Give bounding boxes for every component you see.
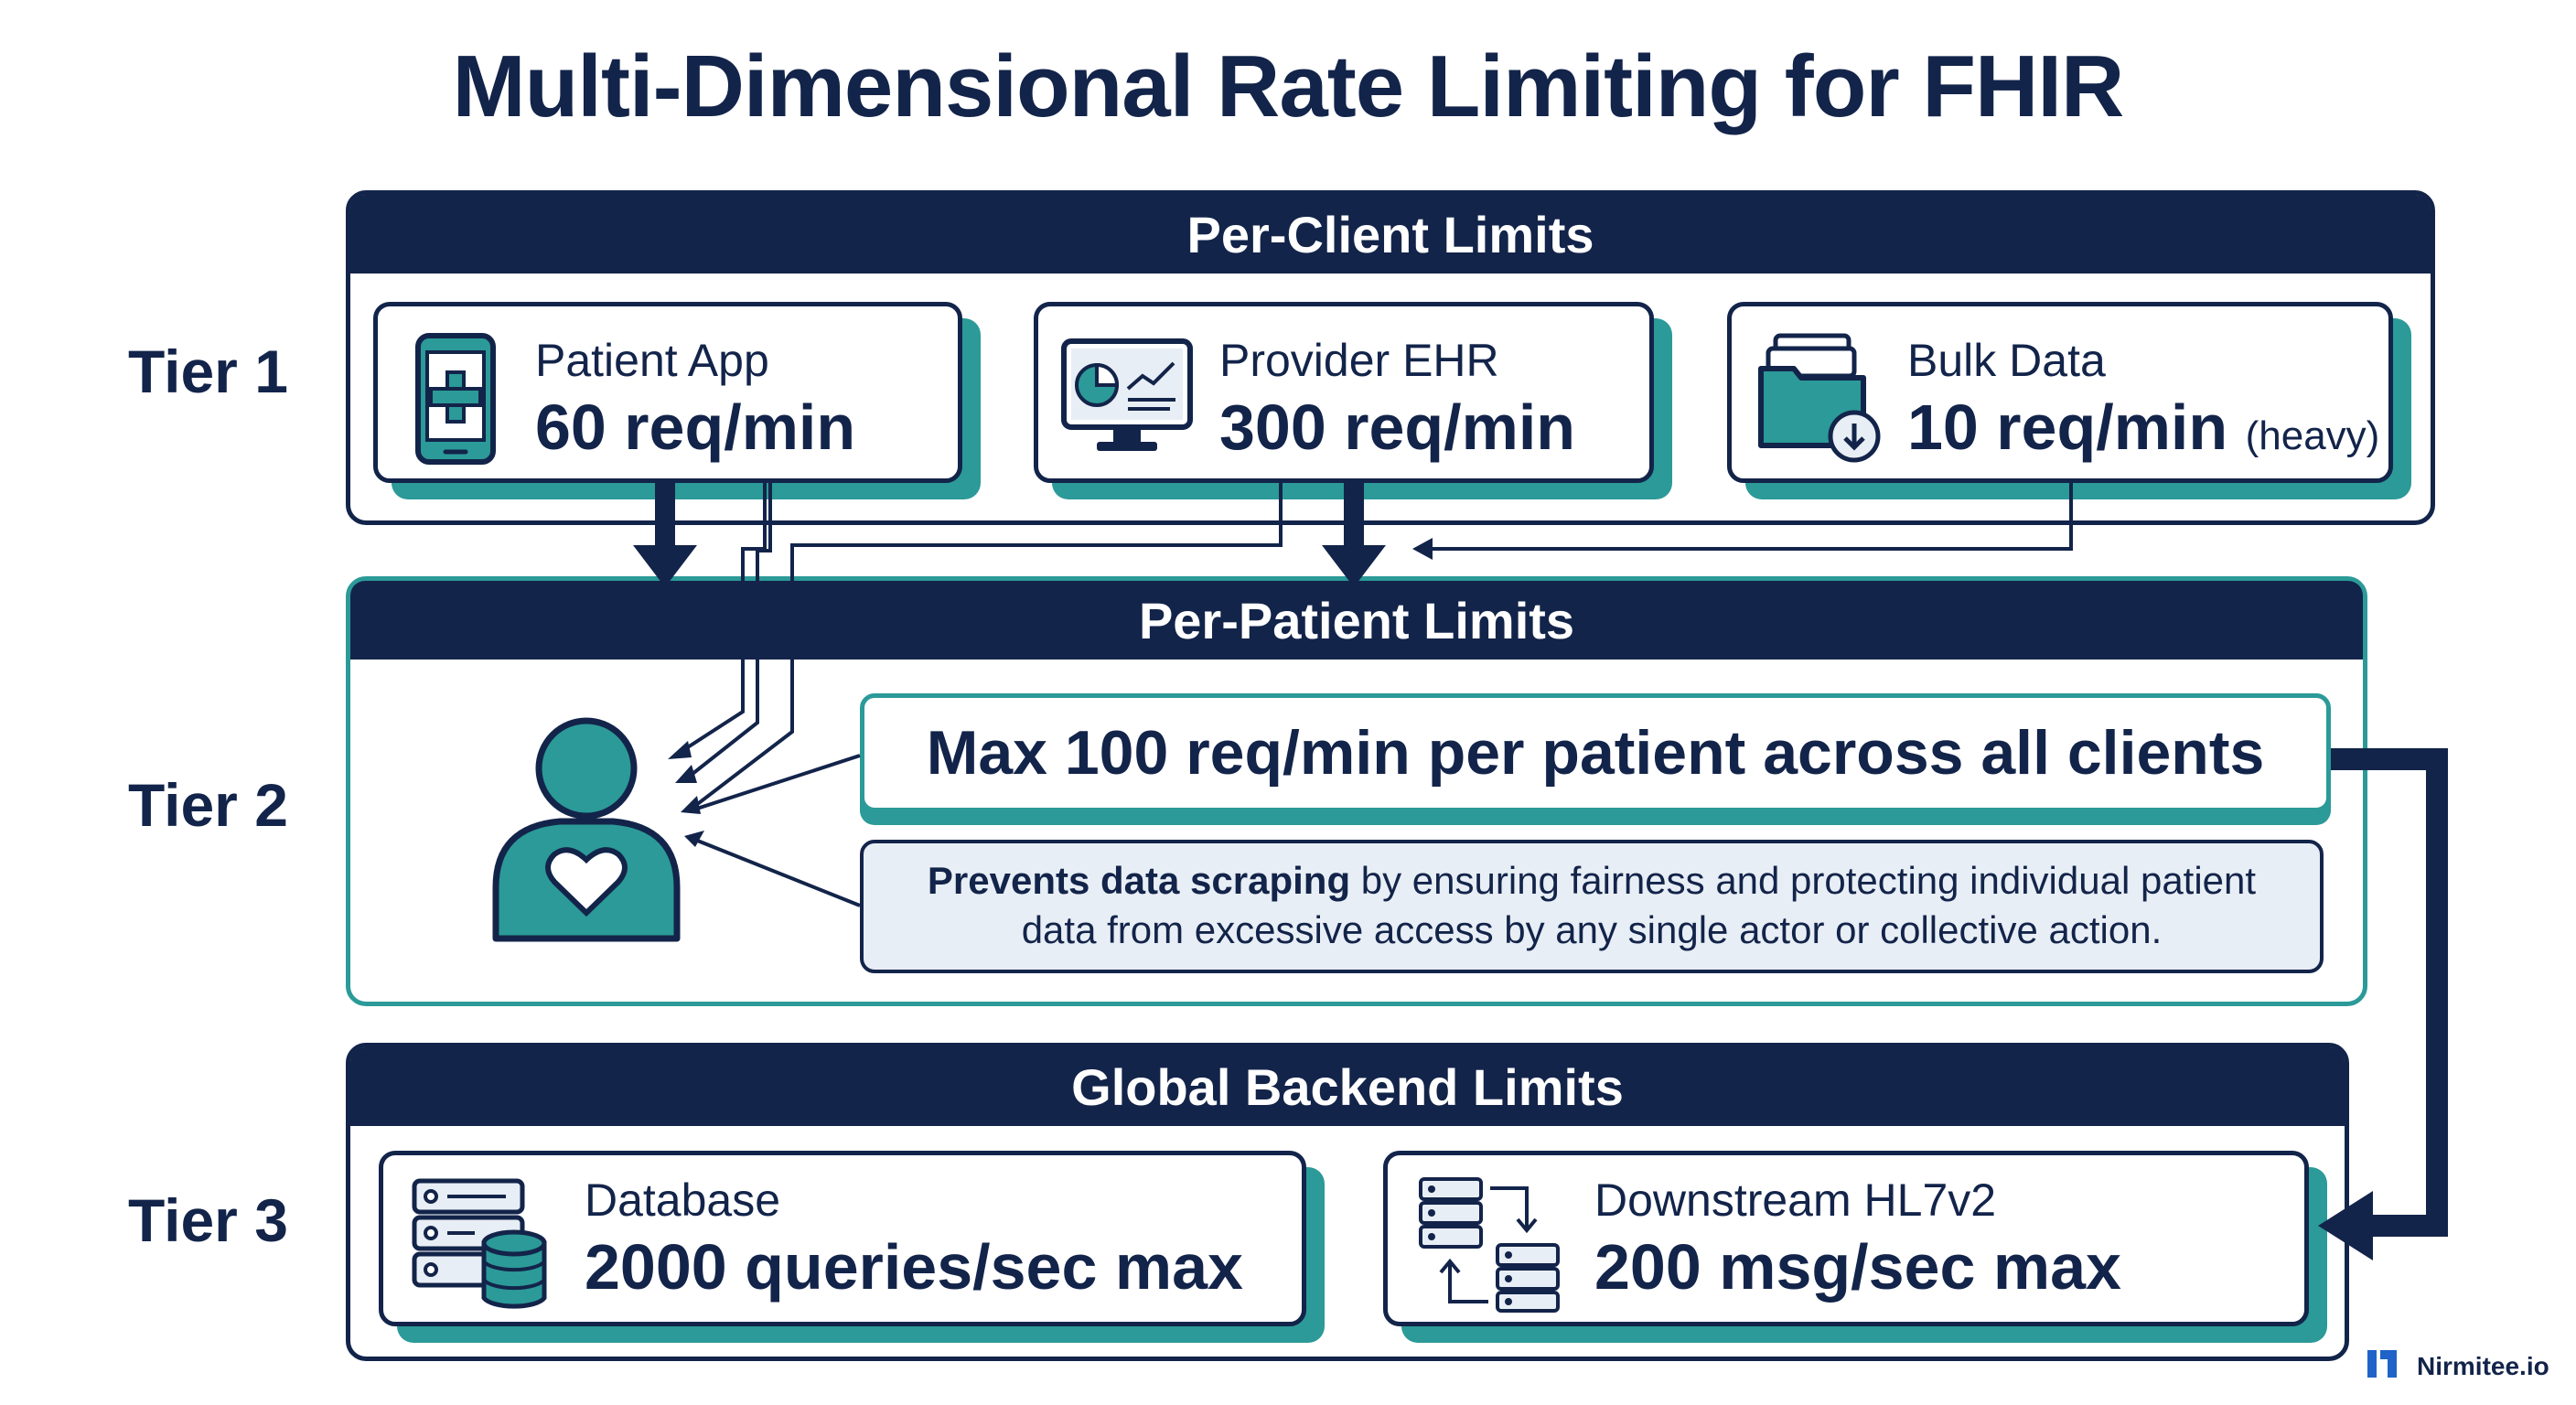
server-sync-icon (1417, 1175, 1563, 1317)
per-patient-note-bold: Prevents data scraping (927, 859, 1351, 902)
mobile-medical-icon (414, 332, 497, 470)
nirmitee-logo: Nirmitee.io (2367, 1348, 2549, 1384)
patient-app-limit: 60 req/min (535, 391, 856, 463)
tier-2-label: Tier 2 (128, 771, 288, 839)
bulk-data-limit-value: 10 req/min (1907, 391, 2228, 463)
per-patient-header: Per-Patient Limits (350, 581, 2363, 660)
server-database-icon (411, 1177, 548, 1315)
thin-arrowheads (668, 538, 1433, 847)
folder-download-icon (1755, 328, 1884, 470)
downstream-hl7v2-name: Downstream HL7v2 (1594, 1174, 1997, 1226)
patient-app-name: Patient App (535, 335, 769, 386)
provider-ehr-card: Provider EHR 300 req/min (1034, 302, 1654, 483)
arrow-patient-to-downstream (2318, 748, 2448, 1260)
provider-ehr-limit: 300 req/min (1219, 391, 1576, 463)
database-name: Database (585, 1174, 781, 1226)
thin-connectors-to-patient (679, 483, 2073, 907)
arrow-provider-ehr-down (1322, 483, 1386, 587)
nirmitee-logo-icon (2367, 1348, 2408, 1384)
patient-app-card: Patient App 60 req/min (373, 302, 962, 483)
downstream-hl7v2-card: Downstream HL7v2 200 msg/sec max (1383, 1151, 2309, 1326)
per-patient-limit: Max 100 req/min per patient across all c… (860, 693, 2331, 812)
per-client-header: Per-Client Limits (350, 195, 2431, 273)
per-patient-note-line2: data from excessive access by any single… (1021, 908, 2163, 951)
bulk-data-name: Bulk Data (1907, 335, 2106, 386)
bulk-data-limit-note: (heavy) (2245, 413, 2380, 458)
tier-3-label: Tier 3 (128, 1186, 288, 1254)
provider-ehr-name: Provider EHR (1219, 335, 1499, 386)
monitor-dashboard-icon (1060, 338, 1194, 461)
per-patient-note-line1: by ensuring fairness and protecting indi… (1350, 859, 2257, 902)
arrow-patient-app-down (633, 483, 697, 587)
patient-heart-icon (490, 713, 682, 950)
bulk-data-card: Bulk Data 10 req/min (heavy) (1727, 302, 2393, 483)
downstream-hl7v2-limit: 200 msg/sec max (1594, 1231, 2121, 1303)
page-title: Multi-Dimensional Rate Limiting for FHIR (452, 38, 2125, 135)
database-limit: 2000 queries/sec max (585, 1231, 1243, 1303)
bulk-data-limit: 10 req/min (heavy) (1907, 391, 2379, 464)
nirmitee-logo-text: Nirmitee.io (2417, 1351, 2549, 1380)
per-patient-note: Prevents data scraping by ensuring fairn… (860, 840, 2324, 973)
database-card: Database 2000 queries/sec max (379, 1151, 1306, 1326)
tier-1-label: Tier 1 (128, 338, 288, 405)
global-backend-header: Global Backend Limits (350, 1047, 2345, 1126)
